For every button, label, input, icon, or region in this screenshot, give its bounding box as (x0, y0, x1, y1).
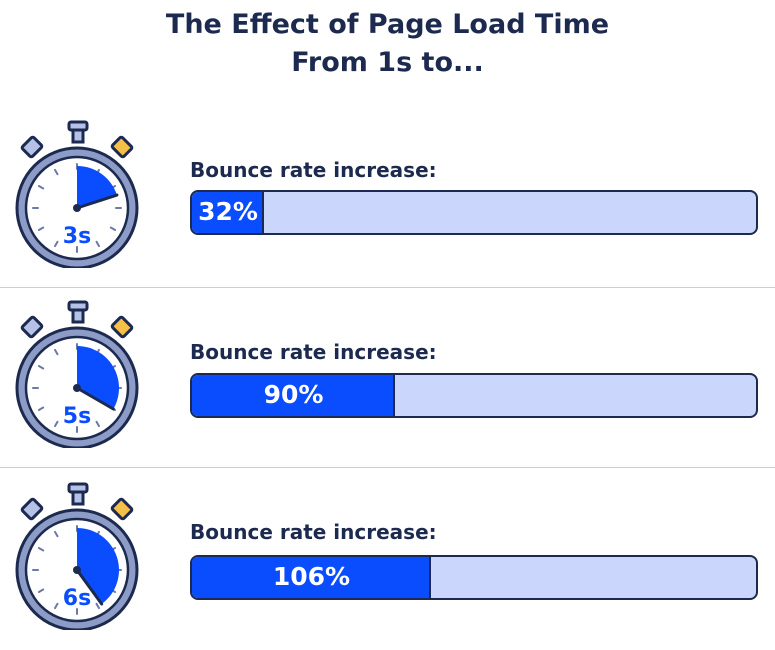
bar-track: 32% (190, 190, 758, 235)
bar-fill (192, 557, 431, 598)
row-divider (0, 287, 775, 288)
bounce-row-3s: 3s Bounce rate increase: 32% (0, 118, 775, 288)
title-line-2: From 1s to... (291, 47, 484, 78)
bar-value-label: 90% (263, 380, 324, 409)
stopwatch-icon: 5s (15, 300, 139, 448)
stopwatch-tick (95, 240, 100, 248)
row-divider (0, 467, 775, 468)
stopwatch-icon: 6s (15, 482, 139, 630)
stopwatch-right-button (110, 135, 134, 159)
stopwatch-tick (54, 348, 59, 356)
stopwatch-tick (54, 602, 59, 610)
bounce-row-6s: 6s Bounce rate increase: 106% (0, 480, 775, 650)
bounce-rate-label: Bounce rate increase: (190, 520, 437, 544)
stopwatch-tick (37, 365, 45, 370)
stopwatch-pivot (73, 384, 81, 392)
stopwatch-tick (37, 226, 45, 231)
stopwatch-left-button (20, 497, 44, 521)
stopwatch-right-button (110, 315, 134, 339)
bounce-rate-label: Bounce rate increase: (190, 340, 437, 364)
stopwatch-pivot (73, 566, 81, 574)
bar-value-label: 32% (198, 197, 258, 226)
bar-value-label: 106% (272, 562, 351, 591)
stopwatch-tick (95, 602, 100, 610)
stopwatch-time-label: 5s (63, 404, 91, 429)
chart-title: The Effect of Page Load Time From 1s to.… (0, 6, 775, 82)
stopwatch-time-label: 6s (63, 586, 91, 611)
bar-fill (192, 192, 264, 233)
stopwatch-stem (71, 128, 85, 144)
stopwatch-tick (37, 547, 45, 552)
bounce-row-5s: 5s Bounce rate increase: 90% (0, 298, 775, 468)
stopwatch-right-button (110, 497, 134, 521)
stopwatch-stem (71, 308, 85, 324)
stopwatch-icon: 3s (15, 120, 139, 268)
stopwatch-tick (37, 406, 45, 411)
stopwatch-tick (37, 588, 45, 593)
stopwatch-time-label: 3s (63, 224, 91, 249)
stopwatch-pivot (73, 204, 81, 212)
stopwatch-tick (37, 185, 45, 190)
stopwatch-left-button (20, 315, 44, 339)
stopwatch-tick (95, 420, 100, 428)
stopwatch-hand (75, 386, 115, 411)
stopwatch-tick (54, 240, 59, 248)
stopwatch-stem (71, 490, 85, 506)
title-line-1: The Effect of Page Load Time (165, 9, 610, 40)
stopwatch-hand (75, 193, 119, 210)
stopwatch-tick (54, 420, 59, 428)
stopwatch-tick (109, 226, 117, 231)
bounce-rate-label: Bounce rate increase: (190, 158, 437, 182)
bar-track: 90% (190, 373, 758, 418)
stopwatch-hand (75, 568, 104, 606)
stopwatch-tick (54, 530, 59, 538)
stopwatch-tick (54, 168, 59, 176)
stopwatch-sweep (77, 528, 119, 604)
bar-track: 106% (190, 555, 758, 600)
stopwatch-left-button (20, 135, 44, 159)
bar-fill (192, 375, 395, 416)
